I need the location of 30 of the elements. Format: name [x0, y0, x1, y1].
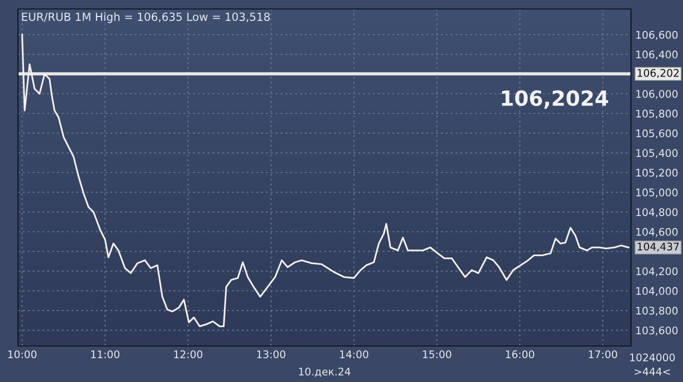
x-tick-label: 10:00 — [8, 350, 36, 358]
y-tick-label: 106,600 — [636, 30, 678, 40]
y-tick-label: 105,000 — [636, 188, 678, 198]
y-tick-label: 105,800 — [636, 110, 678, 119]
x-tick-label: 13:00 — [257, 350, 286, 358]
x-tick-label: 12:00 — [174, 350, 202, 358]
y-tick-label: 104,600 — [636, 228, 678, 237]
y-tick-label: 106,400 — [636, 50, 678, 60]
y-tick-label: 104,200 — [636, 267, 678, 276]
y-tick-label: 106,000 — [636, 90, 678, 99]
y-tick-label: 105,200 — [636, 168, 678, 178]
x-tick-label: 14:00 — [340, 350, 368, 358]
ref-line-label: 106,202 — [638, 68, 679, 78]
y-tick-label: 105,400 — [636, 149, 678, 158]
x-tick-label: 11:00 — [91, 350, 120, 358]
y-tick-label: 105,600 — [636, 129, 678, 138]
y-tick-label: 104,800 — [636, 208, 678, 218]
y-tick-label: 103,600 — [636, 326, 678, 336]
x-tick-label: 17:00 — [588, 350, 618, 358]
y-tick-label: 104,000 — [636, 287, 678, 296]
x-tick-label: 16:00 — [506, 350, 534, 358]
text: 10.дек.24 — [299, 368, 350, 377]
annotation: 106,2024 — [502, 90, 608, 109]
line-series — [21, 34, 630, 328]
text: 104,437 — [638, 242, 679, 252]
text: >444< — [634, 368, 670, 376]
x-tick-label: 15:00 — [423, 350, 452, 358]
y-tick-label: 103,800 — [636, 306, 678, 316]
chart-title: EUR/RUB 1M High = 106,635 Low = 103,518 — [22, 12, 270, 24]
text: 1024000 — [630, 353, 675, 362]
